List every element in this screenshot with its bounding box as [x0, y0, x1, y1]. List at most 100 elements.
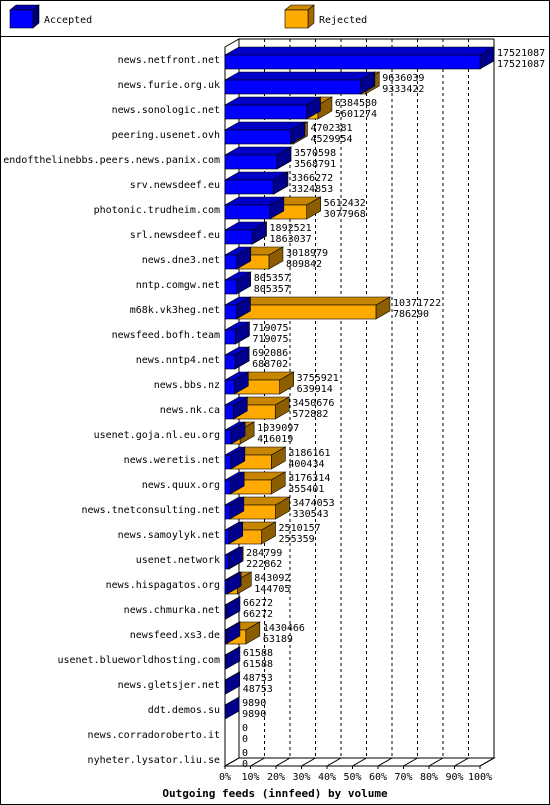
bar-accepted-front: [224, 79, 362, 95]
legend-label-rejected: Rejected: [319, 15, 367, 26]
value-label-offered: 9890: [242, 698, 266, 709]
value-label-accepted: 4529954: [310, 134, 352, 145]
bar-rejected-top: [235, 296, 392, 306]
value-label-accepted: 3324853: [291, 184, 333, 195]
grid-floor-line: [428, 757, 444, 767]
value-label-offered: 3176314: [288, 473, 330, 484]
value-label-accepted: 805357: [254, 284, 290, 295]
bar-accepted-front: [224, 279, 238, 295]
bar-accepted: [223, 71, 376, 95]
value-label-offered: 6384580: [335, 98, 377, 109]
value-label-offered: 61588: [243, 648, 273, 659]
category-label: usenet.network: [136, 555, 220, 566]
category-label: ddt.demos.su: [148, 705, 220, 716]
value-label-accepted: 639914: [297, 384, 333, 395]
bar-accepted-front: [224, 429, 232, 445]
value-label-offered: 719075: [252, 323, 288, 334]
bar-accepted-top: [223, 71, 376, 81]
bar-accepted: [223, 221, 268, 245]
bar-accepted: [223, 646, 242, 670]
value-label-accepted: 48753: [243, 684, 273, 695]
value-label-offered: 17521087: [497, 48, 545, 59]
value-label-accepted: 1863037: [270, 234, 312, 245]
value-label-offered: 3186161: [288, 448, 330, 459]
bar-accepted-side: [224, 696, 240, 720]
bar-accepted-front: [224, 604, 227, 620]
bar-accepted: [223, 421, 247, 445]
category-label: srl.newsdeef.eu: [130, 230, 220, 241]
bar-rejected: [228, 496, 291, 520]
bar-accepted: [223, 121, 307, 145]
x-tick-label: 50%: [343, 772, 361, 783]
x-axis-ticks: 0% 10% 20% 30% 40% 50% 60% 70% 80% 90% 100%: [219, 766, 492, 783]
bar-accepted: [223, 296, 252, 320]
bar-accepted: [223, 396, 249, 420]
bar-accepted: [223, 696, 241, 720]
x-tick-label: 20%: [267, 772, 285, 783]
bar-accepted-front: [224, 304, 237, 320]
bar-accepted-front: [224, 179, 274, 195]
bar-accepted: [223, 196, 285, 220]
value-label-accepted: 688702: [252, 359, 288, 370]
bar-accepted: [223, 571, 243, 595]
bar-rejected-front: [236, 304, 377, 320]
value-label-accepted: 222862: [246, 559, 282, 570]
value-label-offered: 9636039: [382, 73, 424, 84]
bar-accepted-front: [224, 104, 307, 120]
grid-floor-line: [377, 757, 393, 767]
value-label-offered: 66272: [243, 598, 273, 609]
value-label-offered: 3755921: [297, 373, 339, 384]
value-label-offered: 0: [242, 723, 248, 734]
category-label: news.nk.ca: [160, 405, 220, 416]
category-label: news.quux.org: [142, 480, 220, 491]
grid-floor-line: [301, 757, 316, 767]
value-label-accepted: 400434: [288, 459, 324, 470]
value-label-accepted: 330543: [293, 509, 329, 520]
value-label-offered: 3570598: [294, 148, 336, 159]
bar-accepted-front: [224, 254, 238, 270]
category-label: news.gletsjer.net: [118, 680, 220, 691]
value-label-accepted: 3077968: [324, 209, 366, 220]
bar-accepted-top: [223, 46, 496, 56]
category-label: peering.usenet.ovh: [112, 130, 220, 141]
category-label: usenet.blueworldhosting.com: [57, 655, 220, 666]
legend-swatch-rejected: [284, 9, 309, 29]
category-label: news.weretis.net: [124, 455, 220, 466]
bar-accepted-front: [224, 354, 236, 370]
category-label: news.tnetconsulting.net: [82, 505, 220, 516]
value-label-offered: 3474053: [293, 498, 335, 509]
bar-accepted: [223, 671, 241, 695]
category-label: news.dne3.net: [142, 255, 220, 266]
category-label: photonic.trudheim.com: [94, 205, 220, 216]
grid-floor-line: [403, 757, 418, 767]
value-label-offered: 1430466: [263, 623, 305, 634]
grid-floor-line: [326, 757, 342, 767]
bar-accepted-front: [224, 329, 236, 345]
value-label-offered: 5612432: [324, 198, 366, 209]
bar-accepted-front: [224, 629, 227, 645]
category-label: nyheter.lysator.liu.se: [88, 755, 220, 766]
legend-item-accepted: Accepted: [9, 4, 92, 29]
value-label-offered: 284799: [246, 548, 282, 559]
value-label-offered: 3018979: [286, 248, 328, 259]
category-label: news.furie.org.uk: [118, 80, 220, 91]
value-label-accepted: 5601274: [335, 109, 377, 120]
category-label: usenet.goja.nl.eu.org: [94, 430, 220, 441]
value-label-accepted: 3568791: [294, 159, 336, 170]
value-label-offered: 4702381: [310, 123, 352, 134]
value-label-offered: 1892521: [270, 223, 312, 234]
bar-accepted: [223, 346, 251, 370]
bar-accepted-top: [223, 96, 322, 106]
category-label: news.hispagatos.org: [106, 580, 220, 591]
value-label-offered: 0: [242, 748, 248, 759]
category-label: newsfeed.xs3.de: [130, 630, 220, 641]
legend-swatch-accepted: [9, 9, 34, 29]
value-label-accepted: 416019: [257, 434, 293, 445]
bar-accepted-front: [224, 554, 229, 570]
category-label: nntp.comgw.net: [136, 280, 220, 291]
bar-accepted: [223, 171, 289, 195]
x-tick-label: 30%: [292, 772, 310, 783]
value-label-accepted: 9333422: [382, 84, 424, 95]
bar-accepted: [223, 596, 242, 620]
